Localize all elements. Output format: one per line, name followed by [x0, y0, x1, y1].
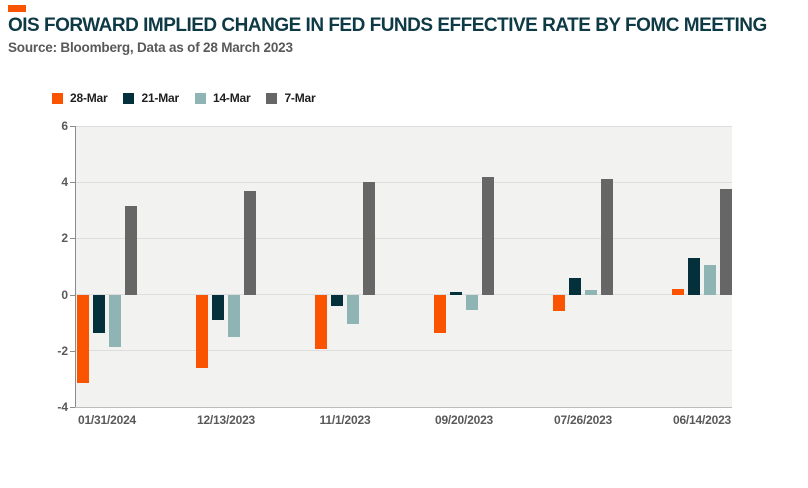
- bar: [704, 265, 716, 295]
- page-title: OIS FORWARD IMPLIED CHANGE IN FED FUNDS …: [8, 15, 767, 36]
- chart-legend: 28-Mar 21-Mar 14-Mar 7-Mar: [52, 91, 316, 105]
- bar: [331, 294, 343, 306]
- y-tick-mark: [70, 238, 75, 240]
- bar: [109, 294, 121, 347]
- bar: [434, 294, 446, 333]
- y-axis-tick-label: -4: [57, 400, 68, 414]
- y-tick-mark: [70, 182, 75, 184]
- bar: [363, 182, 375, 295]
- bar: [228, 294, 240, 337]
- bar: [466, 294, 478, 311]
- legend-item-21-mar: 21-Mar: [123, 91, 179, 105]
- bar: [196, 294, 208, 368]
- x-axis-line: [75, 407, 732, 408]
- legend-label: 7-Mar: [284, 91, 316, 105]
- gridline: [75, 350, 732, 352]
- legend-swatch-14-mar: [194, 92, 206, 104]
- bar: [569, 277, 581, 295]
- bar: [77, 294, 89, 384]
- bar: [125, 206, 137, 295]
- bar: [450, 291, 462, 295]
- y-tick-mark: [70, 294, 75, 296]
- bar: [212, 294, 224, 320]
- bar: [688, 258, 700, 295]
- gridline: [75, 181, 732, 183]
- bar: [347, 294, 359, 325]
- plot-area: [75, 125, 732, 408]
- legend-swatch-21-mar: [123, 92, 135, 104]
- x-axis-tick-label: 09/20/2023: [434, 413, 494, 427]
- legend-label: 14-Mar: [212, 91, 251, 105]
- legend-item-7-mar: 7-Mar: [266, 91, 316, 105]
- legend-item-28-mar: 28-Mar: [52, 91, 108, 105]
- bar: [244, 190, 256, 295]
- bar: [720, 189, 732, 295]
- gridline: [75, 125, 732, 127]
- source-note: Source: Bloomberg, Data as of 28 March 2…: [8, 40, 293, 55]
- y-axis-tick-label: 6: [61, 119, 68, 133]
- bar: [585, 290, 597, 295]
- y-axis-tick-label: 0: [61, 287, 68, 302]
- bar: [482, 176, 494, 295]
- legend-item-14-mar: 14-Mar: [194, 91, 251, 105]
- x-axis-tick-label: 07/26/2023: [553, 413, 613, 427]
- legend-swatch-28-mar: [52, 92, 63, 104]
- bar: [553, 294, 565, 312]
- gridline: [75, 237, 732, 239]
- y-axis-tick-label: 2: [61, 231, 68, 246]
- bar: [672, 288, 684, 295]
- x-axis-tick-label: 01/31/2024: [77, 413, 137, 427]
- bar: [93, 294, 105, 333]
- legend-label: 28-Mar: [70, 91, 108, 105]
- y-axis-tick-label: -2: [57, 343, 68, 358]
- accent-mark: [8, 5, 26, 12]
- bar: [601, 179, 613, 295]
- bar: [315, 294, 327, 350]
- x-axis-tick-label: 11/1/2023: [319, 413, 371, 427]
- x-axis-tick-label: 12/13/2023: [196, 413, 256, 427]
- x-axis-tick-label: 06/14/2023: [672, 413, 732, 427]
- gridline: [75, 294, 732, 296]
- legend-label: 21-Mar: [141, 91, 179, 105]
- y-tick-mark: [70, 407, 75, 408]
- legend-swatch-7-mar: [266, 92, 278, 104]
- y-axis-line: [75, 126, 76, 407]
- y-axis-tick-label: 4: [61, 175, 68, 190]
- y-tick-mark: [70, 126, 75, 127]
- y-tick-mark: [70, 350, 75, 352]
